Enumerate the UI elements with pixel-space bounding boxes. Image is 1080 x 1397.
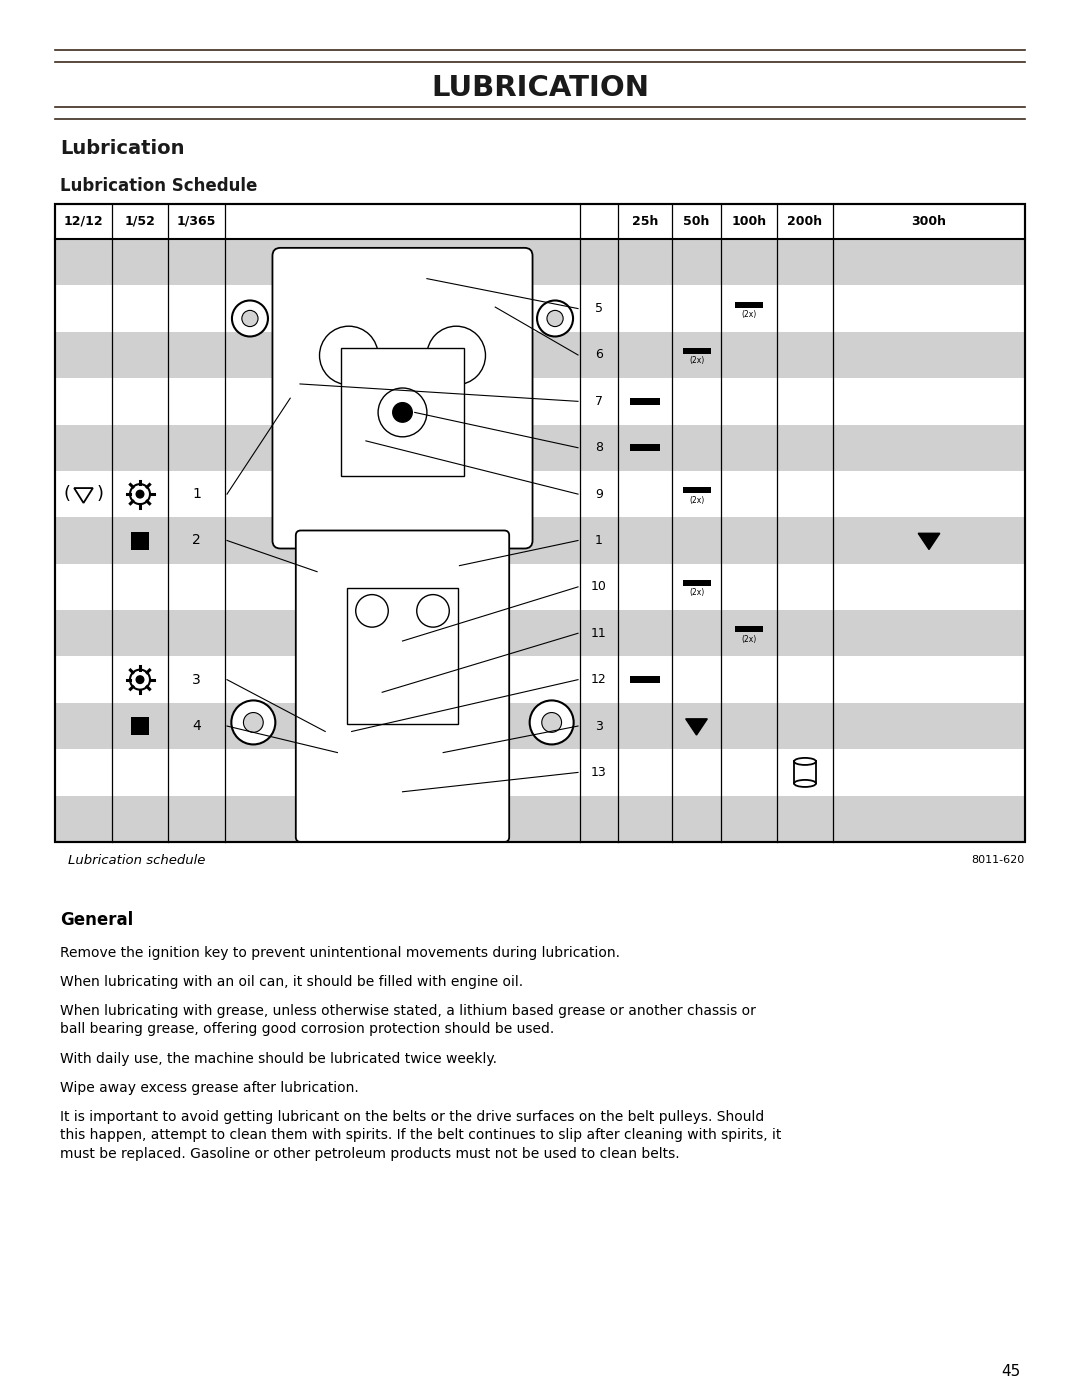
Circle shape — [417, 595, 449, 627]
Bar — [683, 488, 711, 493]
Circle shape — [537, 300, 573, 337]
Bar — [55, 331, 1025, 379]
Circle shape — [136, 676, 144, 683]
Text: 1/52: 1/52 — [124, 215, 156, 228]
Text: Lubrication: Lubrication — [60, 138, 185, 158]
Text: 1: 1 — [192, 488, 201, 502]
Text: When lubricating with an oil can, it should be filled with engine oil.: When lubricating with an oil can, it sho… — [60, 975, 523, 989]
Bar — [55, 610, 1025, 657]
Text: ): ) — [96, 485, 104, 503]
Circle shape — [231, 700, 275, 745]
Bar — [131, 531, 149, 549]
Bar — [55, 749, 1025, 796]
Text: 10: 10 — [591, 580, 607, 594]
Text: 3: 3 — [192, 672, 201, 687]
Circle shape — [243, 712, 264, 732]
Text: 25h: 25h — [632, 215, 658, 228]
Text: (: ( — [64, 485, 70, 503]
Text: (2x): (2x) — [689, 496, 704, 504]
Text: 13: 13 — [591, 766, 607, 780]
Text: (2x): (2x) — [741, 310, 757, 319]
Bar — [55, 657, 1025, 703]
Text: 4: 4 — [192, 719, 201, 733]
Bar — [131, 717, 149, 735]
Text: 300h: 300h — [912, 215, 946, 228]
Text: (2x): (2x) — [689, 356, 704, 366]
Circle shape — [136, 490, 144, 497]
Circle shape — [546, 310, 563, 327]
Circle shape — [320, 326, 378, 384]
Bar — [55, 564, 1025, 610]
Bar — [794, 761, 816, 784]
Bar — [630, 398, 660, 405]
Bar — [55, 204, 1025, 842]
Text: Lubrication Schedule: Lubrication Schedule — [60, 177, 257, 196]
Bar — [341, 348, 463, 476]
Text: 200h: 200h — [787, 215, 823, 228]
Bar — [55, 204, 1025, 842]
Text: 6: 6 — [595, 348, 603, 362]
Text: LUBRICATION: LUBRICATION — [431, 74, 649, 102]
Bar — [735, 302, 762, 307]
Circle shape — [242, 310, 258, 327]
Text: 5: 5 — [595, 302, 603, 316]
Text: 1/365: 1/365 — [177, 215, 216, 228]
Circle shape — [427, 326, 486, 384]
Circle shape — [393, 402, 413, 422]
Bar — [630, 676, 660, 683]
Text: 12: 12 — [591, 673, 607, 686]
Bar — [735, 626, 762, 633]
Bar — [55, 796, 1025, 842]
Circle shape — [529, 700, 573, 745]
Circle shape — [355, 595, 389, 627]
Text: 11: 11 — [591, 627, 607, 640]
Text: 1: 1 — [595, 534, 603, 548]
Text: Lubrication schedule: Lubrication schedule — [68, 854, 205, 866]
Text: 7: 7 — [595, 395, 603, 408]
Ellipse shape — [794, 780, 816, 787]
Text: 45: 45 — [1001, 1365, 1020, 1379]
Text: It is important to avoid getting lubricant on the belts or the drive surfaces on: It is important to avoid getting lubrica… — [60, 1111, 781, 1161]
Text: With daily use, the machine should be lubricated twice weekly.: With daily use, the machine should be lu… — [60, 1052, 497, 1066]
FancyBboxPatch shape — [272, 247, 532, 549]
Bar — [55, 379, 1025, 425]
Ellipse shape — [794, 759, 816, 766]
Text: (2x): (2x) — [741, 634, 757, 644]
Text: Wipe away excess grease after lubrication.: Wipe away excess grease after lubricatio… — [60, 1081, 359, 1095]
Polygon shape — [686, 719, 707, 735]
Bar — [683, 348, 711, 353]
Text: 9: 9 — [595, 488, 603, 500]
Text: When lubricating with grease, unless otherwise stated, a lithium based grease or: When lubricating with grease, unless oth… — [60, 1004, 756, 1037]
Bar — [683, 580, 711, 585]
Bar — [347, 588, 458, 724]
Bar — [55, 425, 1025, 471]
Bar — [55, 517, 1025, 564]
Bar — [55, 703, 1025, 749]
Text: 100h: 100h — [731, 215, 767, 228]
Text: (2x): (2x) — [689, 588, 704, 598]
Text: 3: 3 — [595, 719, 603, 732]
Text: 8: 8 — [595, 441, 603, 454]
Bar — [55, 239, 1025, 285]
Bar — [55, 204, 1025, 239]
Text: 12/12: 12/12 — [64, 215, 104, 228]
Text: 50h: 50h — [684, 215, 710, 228]
Text: 8011-620: 8011-620 — [972, 855, 1025, 865]
Text: General: General — [60, 911, 133, 929]
Polygon shape — [918, 534, 940, 549]
Circle shape — [232, 300, 268, 337]
Bar — [630, 444, 660, 451]
FancyBboxPatch shape — [296, 531, 509, 842]
Bar — [55, 285, 1025, 331]
Text: Remove the ignition key to prevent unintentional movements during lubrication.: Remove the ignition key to prevent unint… — [60, 946, 620, 960]
Circle shape — [378, 388, 427, 437]
Text: 2: 2 — [192, 534, 201, 548]
Circle shape — [542, 712, 562, 732]
Bar — [55, 471, 1025, 517]
